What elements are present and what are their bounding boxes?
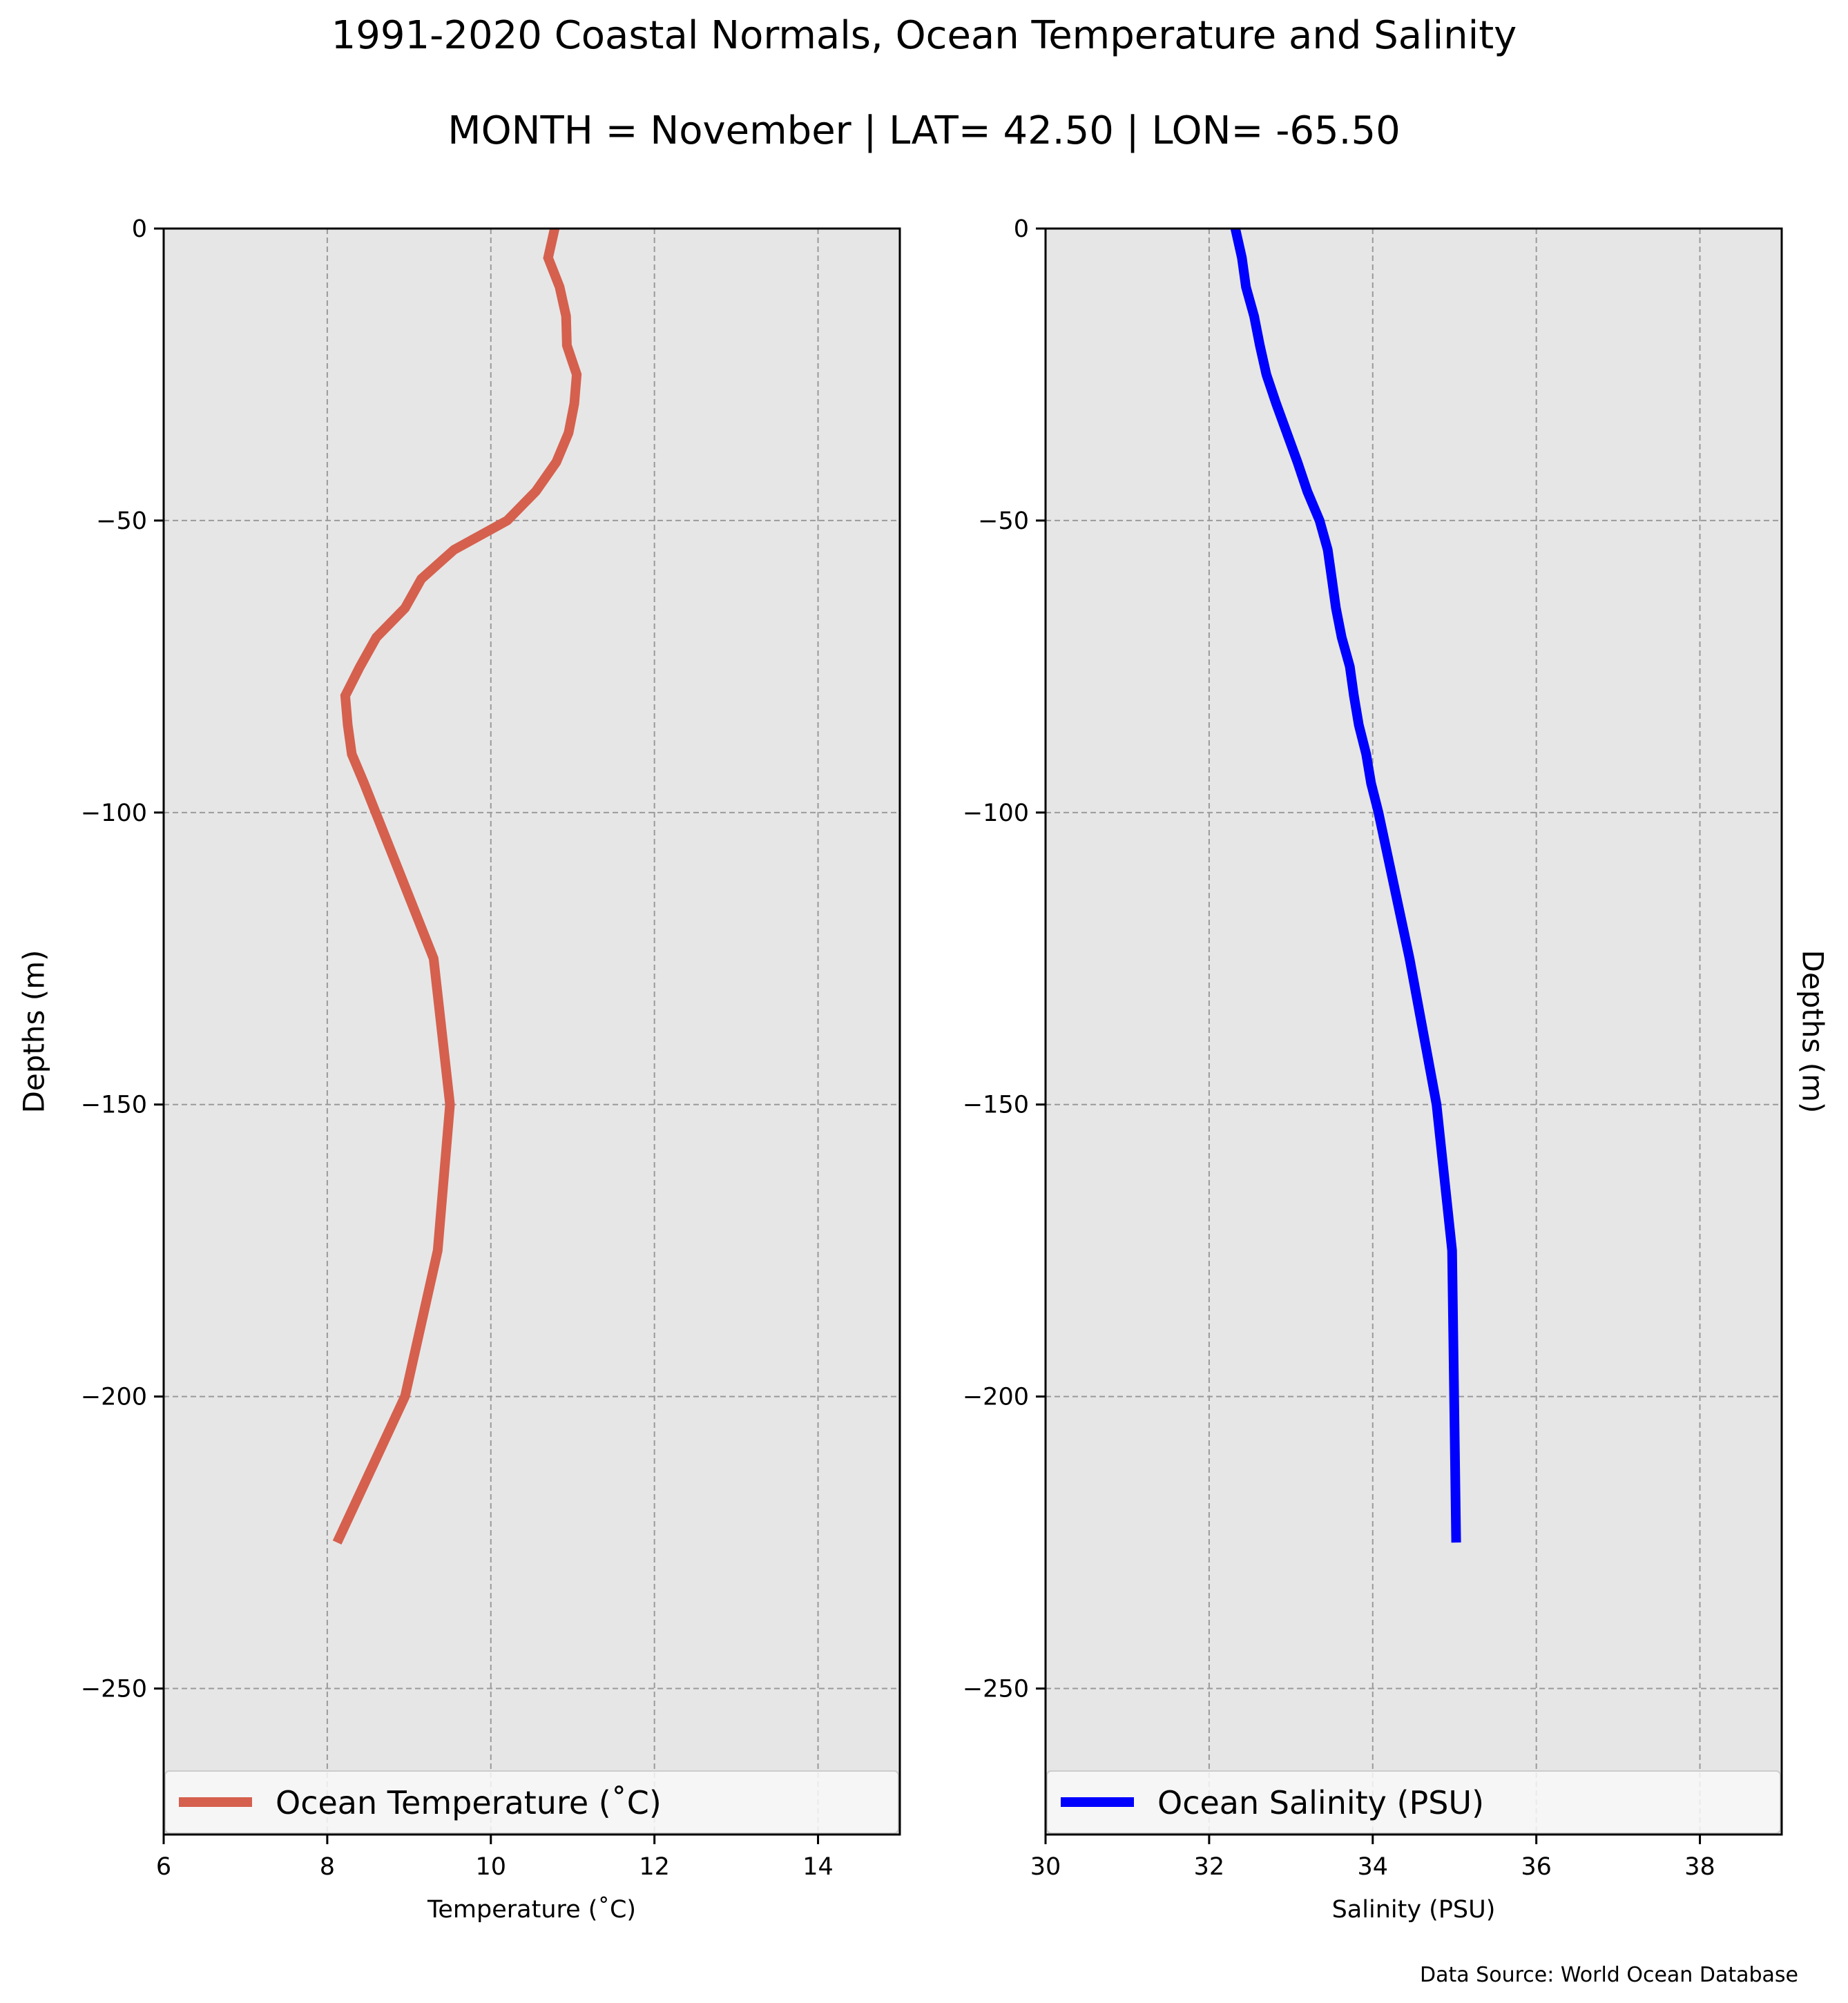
plot-area: [1046, 229, 1782, 1835]
figure-title: 1991-2020 Coastal Normals, Ocean Tempera…: [331, 13, 1517, 58]
x-tick-label: 36: [1521, 1853, 1552, 1881]
salinity-profile-line: [1230, 227, 1461, 1543]
axes-frame: [162, 227, 901, 1836]
y-tick-label: −150: [963, 1092, 1029, 1119]
legend-box: [164, 1770, 899, 1834]
x-tick-label: 6: [156, 1853, 171, 1881]
x-tick-label: 34: [1358, 1853, 1389, 1881]
y-tick-label: −50: [96, 507, 147, 535]
x-axis-label: Temperature (˚C): [427, 1895, 636, 1924]
y-tick-label: −100: [963, 800, 1029, 827]
y-axis-label: Depths (m): [1796, 950, 1830, 1114]
x-tick-label: 30: [1030, 1853, 1061, 1881]
y-axis-label: Depths (m): [17, 950, 51, 1114]
x-tick-label: 12: [639, 1853, 670, 1881]
y-tick-label: −200: [963, 1384, 1029, 1411]
x-tick-label: 14: [802, 1853, 834, 1881]
axes-frame: [1044, 227, 1783, 1836]
x-tick-label: 10: [476, 1853, 507, 1881]
legend-label: Ocean Temperature (˚C): [276, 1784, 662, 1821]
x-tick-label: 32: [1194, 1853, 1225, 1881]
legend-box: [1046, 1770, 1781, 1834]
temperature-profile-line: [332, 227, 582, 1545]
plot-area: [164, 229, 900, 1835]
x-tick-label: 38: [1684, 1853, 1715, 1881]
salinity-legend: Ocean Salinity (PSU): [1046, 1770, 1781, 1834]
temperature-chart-panel: Ocean Temperature (˚C) 6 8 10 12 14 0 −50 −100 −1…: [17, 215, 901, 1924]
figure-subtitle: MONTH = November | LAT= 42.50 | LON= -65…: [447, 108, 1401, 153]
y-tick-label: −100: [81, 800, 147, 827]
y-tick-label: 0: [132, 215, 147, 243]
y-tick-label: −200: [81, 1384, 147, 1411]
y-tick-label: −150: [81, 1092, 147, 1119]
y-tick-label: −50: [978, 507, 1029, 535]
x-axis-label: Salinity (PSU): [1332, 1896, 1496, 1924]
y-tick-label: −250: [81, 1676, 147, 1703]
salinity-chart-panel: Ocean Salinity (PSU) 30 32 34 36 38 0 −50 −100 −1…: [963, 215, 1830, 1924]
y-tick-label: 0: [1014, 215, 1029, 243]
x-tick-label: 8: [320, 1853, 335, 1881]
y-tick-label: −250: [963, 1676, 1029, 1703]
data-source-note: Data Source: World Ocean Database: [1420, 1963, 1798, 1987]
legend-label: Ocean Salinity (PSU): [1157, 1784, 1484, 1821]
temperature-legend: Ocean Temperature (˚C): [164, 1770, 899, 1834]
